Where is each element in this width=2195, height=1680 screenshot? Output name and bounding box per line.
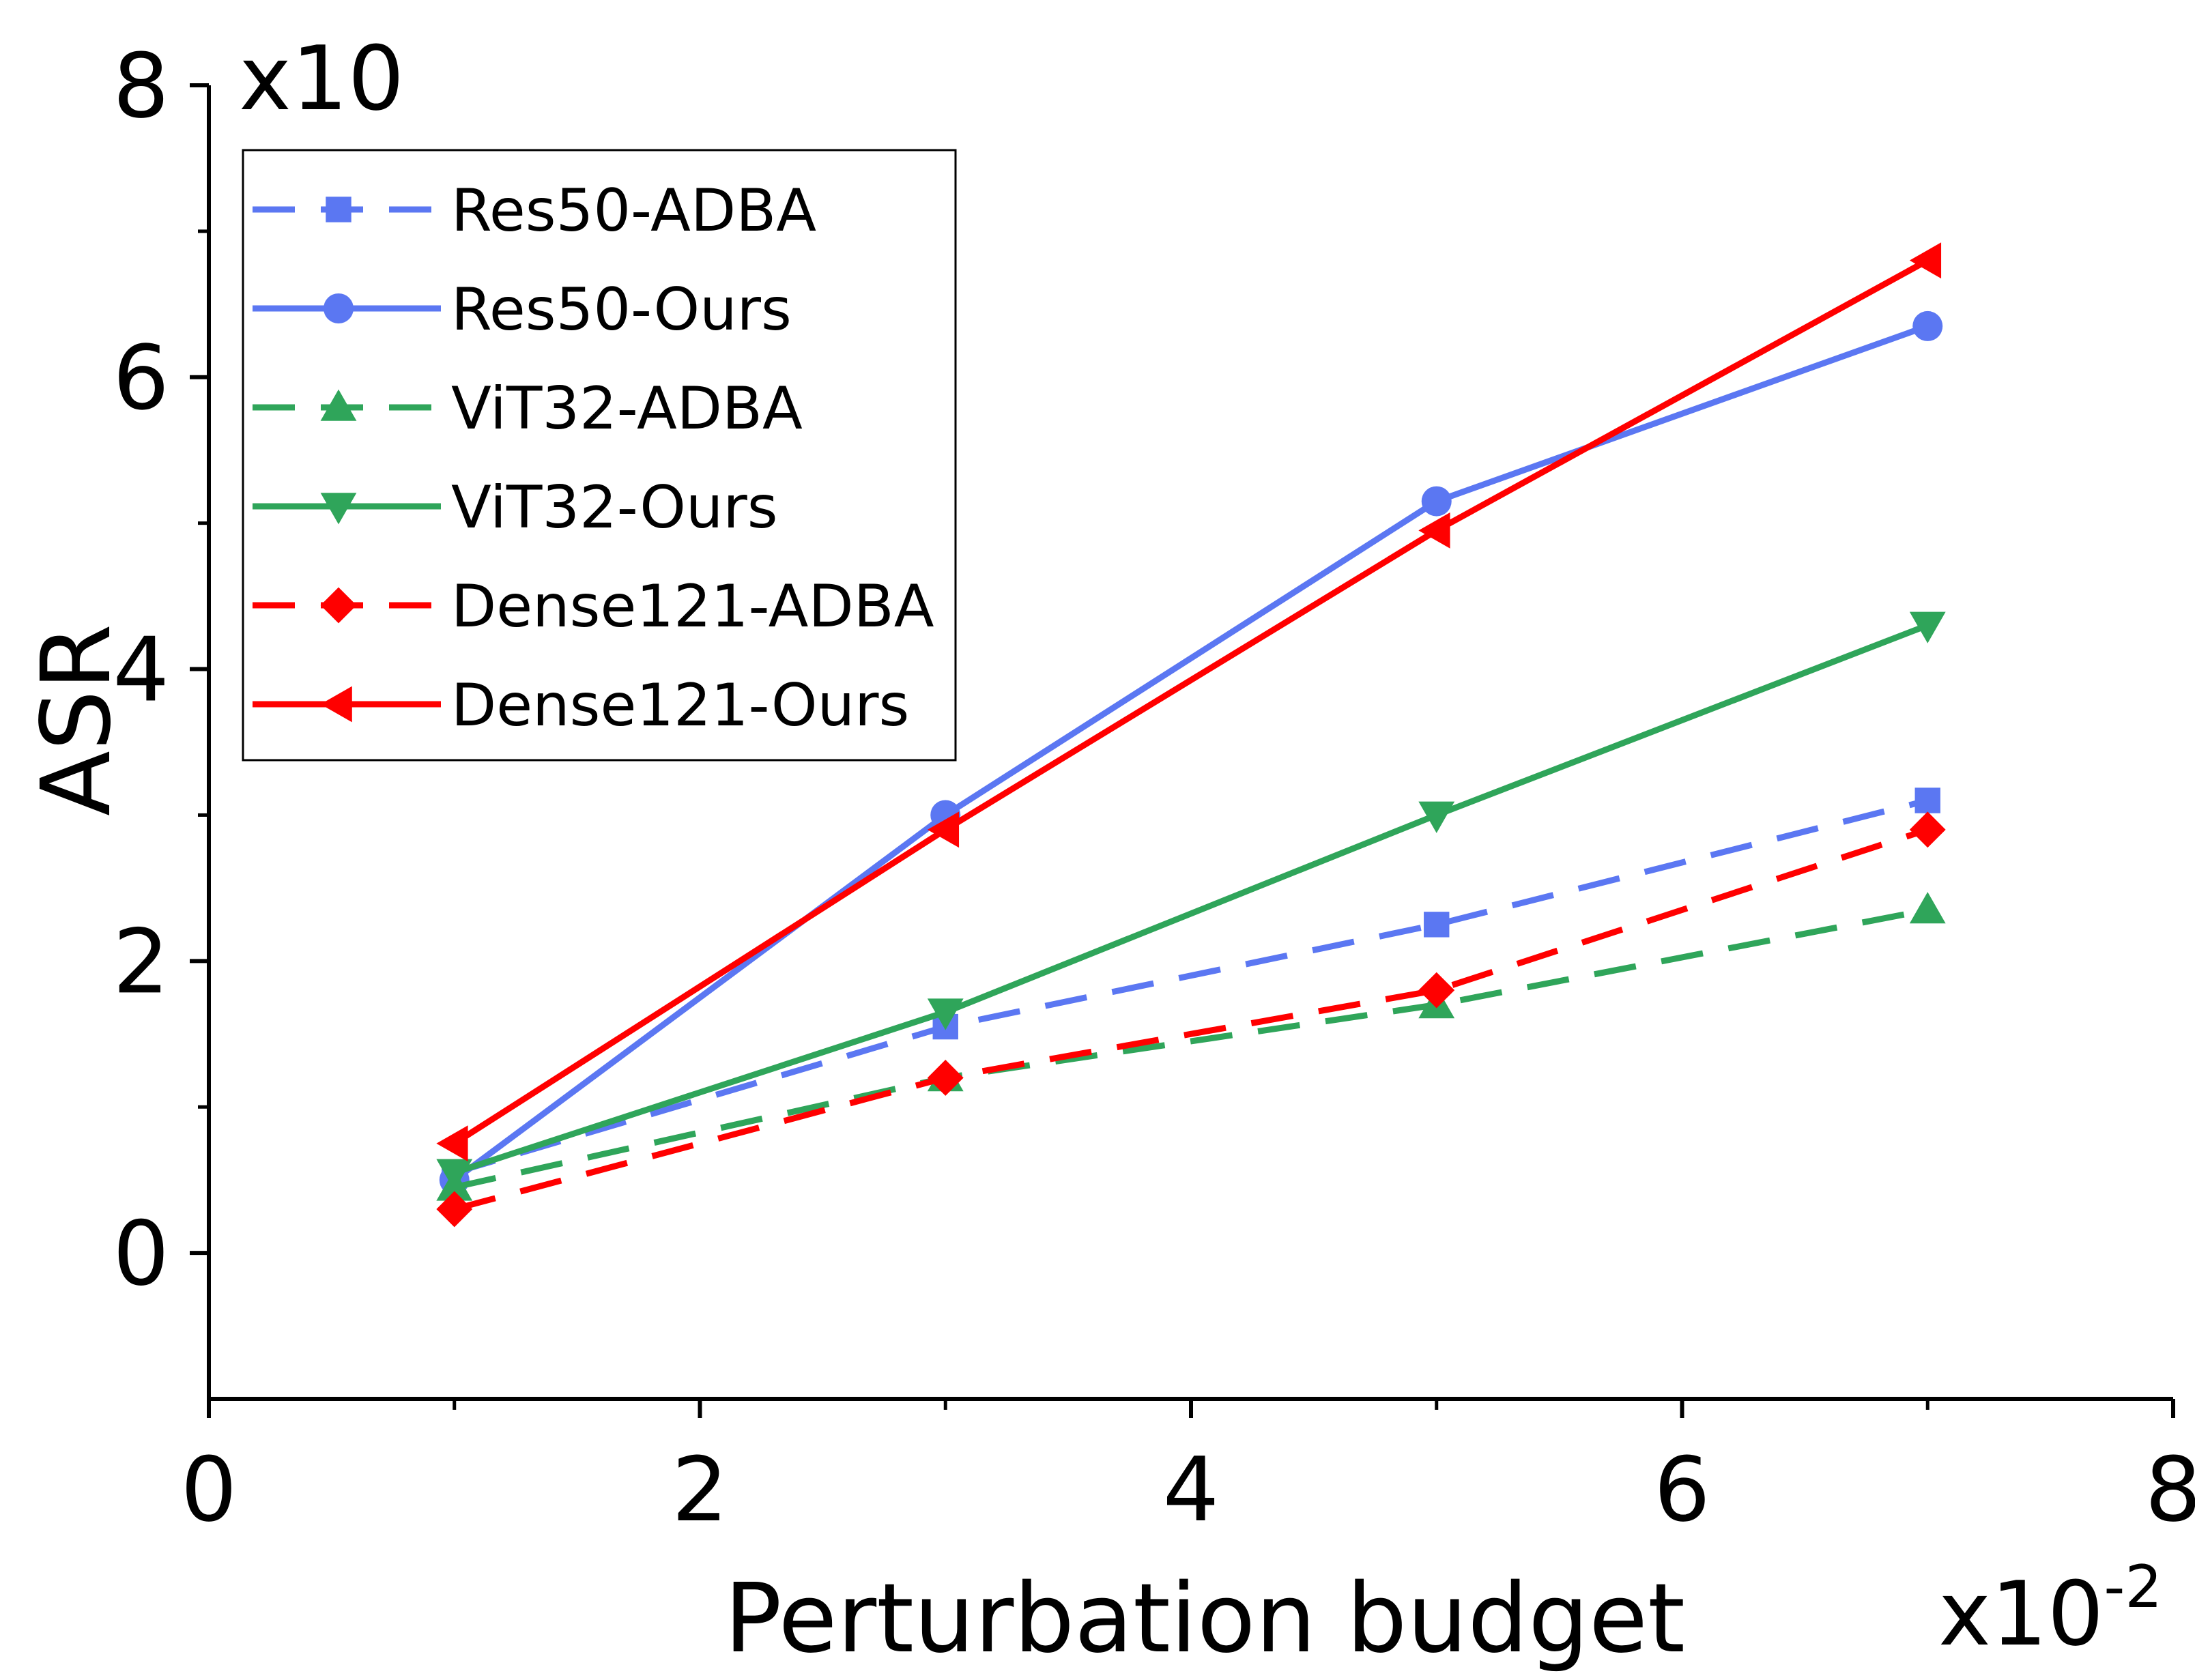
series-vit32-ours (436, 611, 1946, 1191)
data-point-res50-adba (1424, 912, 1450, 938)
data-point-res50-ours (1421, 486, 1452, 517)
series-line-vit32-adba (453, 907, 1929, 1191)
y-tick-label: 0 (113, 1202, 169, 1305)
data-point-res50-adba (1914, 787, 1940, 813)
legend-box (242, 149, 957, 762)
data-point-dense121-adba (436, 1191, 473, 1228)
legend-item-res50-adba: Res50-ADBA (253, 177, 816, 245)
series-res50-adba (442, 787, 1940, 1186)
data-point-dense121-adba (1909, 811, 1946, 848)
legend-item-dense121-adba: Dense121-ADBA (253, 573, 934, 641)
legend-marker-vit32-ours (320, 493, 357, 525)
x-tick-label: 8 (2145, 1438, 2195, 1541)
x-axis-multiplier: x10-2 (1938, 1553, 2162, 1666)
x-axis-title: Perturbation budget (724, 1563, 1685, 1675)
legend-item-vit32-adba: ViT32-ADBA (253, 375, 803, 443)
series-layer (436, 242, 1946, 1228)
series-line-dense121-ours (453, 257, 1929, 1146)
series-line-res50-ours (453, 323, 1929, 1183)
legend-marker-res50-adba (326, 197, 352, 222)
series-line-dense121-adba (453, 826, 1929, 1213)
y-tick-label: 4 (113, 618, 169, 722)
series-line-res50-adba (453, 797, 1929, 1176)
legend-label-res50-adba: Res50-ADBA (451, 177, 816, 245)
legend-marker-dense121-adba (320, 587, 357, 624)
data-point-dense121-adba (1418, 972, 1455, 1009)
ticks: 0 2 4 6 8 0 2 4 6 8 (113, 34, 2195, 1541)
y-tick-label: 8 (113, 34, 169, 138)
data-point-dense121-ours (436, 1125, 468, 1162)
series-dense121-adba (436, 811, 1946, 1228)
data-point-dense121-ours (1909, 242, 1942, 279)
series-dense121-ours (436, 242, 1942, 1162)
data-point-vit32-ours (927, 998, 964, 1030)
legend-label-vit32-ours: ViT32-Ours (451, 474, 778, 542)
data-point-res50-ours (1912, 310, 1943, 341)
data-point-vit32-ours (1909, 611, 1946, 643)
y-tick-label: 6 (113, 326, 169, 430)
y-tick-label: 2 (113, 910, 169, 1013)
x-tick-label: 4 (1163, 1438, 1220, 1541)
x-tick-label: 6 (1654, 1438, 1710, 1541)
legend-item-vit32-ours: ViT32-Ours (253, 474, 778, 542)
series-line-vit32-ours (453, 622, 1929, 1176)
y-axis-multiplier: x10 (239, 27, 404, 130)
x-tick-label: 0 (181, 1438, 238, 1541)
x-multiplier-base: x10 (1938, 1562, 2104, 1666)
legend-label-vit32-adba: ViT32-ADBA (451, 375, 803, 443)
legend-marker-res50-ours (324, 293, 354, 323)
data-point-vit32-adba (1909, 892, 1946, 924)
legend-label-res50-ours: Res50-Ours (451, 276, 792, 344)
data-point-vit32-ours (1418, 801, 1455, 833)
data-point-dense121-ours (1418, 512, 1450, 549)
data-point-vit32-ours (436, 1159, 473, 1191)
legend-item-dense121-ours: Dense121-Ours (253, 671, 909, 740)
legend-marker-dense121-ours (320, 686, 352, 723)
y-axis-title: ASR (21, 624, 132, 816)
x-multiplier-exponent: -2 (2104, 1553, 2162, 1621)
data-point-dense121-adba (927, 1060, 964, 1096)
data-point-dense121-ours (927, 811, 960, 848)
legend-marker-vit32-adba (320, 389, 357, 421)
legend-item-res50-ours: Res50-Ours (253, 276, 792, 344)
x-tick-label: 2 (672, 1438, 728, 1541)
legend-label-dense121-adba: Dense121-ADBA (451, 573, 934, 641)
legend: Res50-ADBA Res50-Ours ViT32-ADBA ViT32-Ours… (242, 149, 957, 762)
legend-label-dense121-ours: Dense121-Ours (451, 671, 909, 740)
